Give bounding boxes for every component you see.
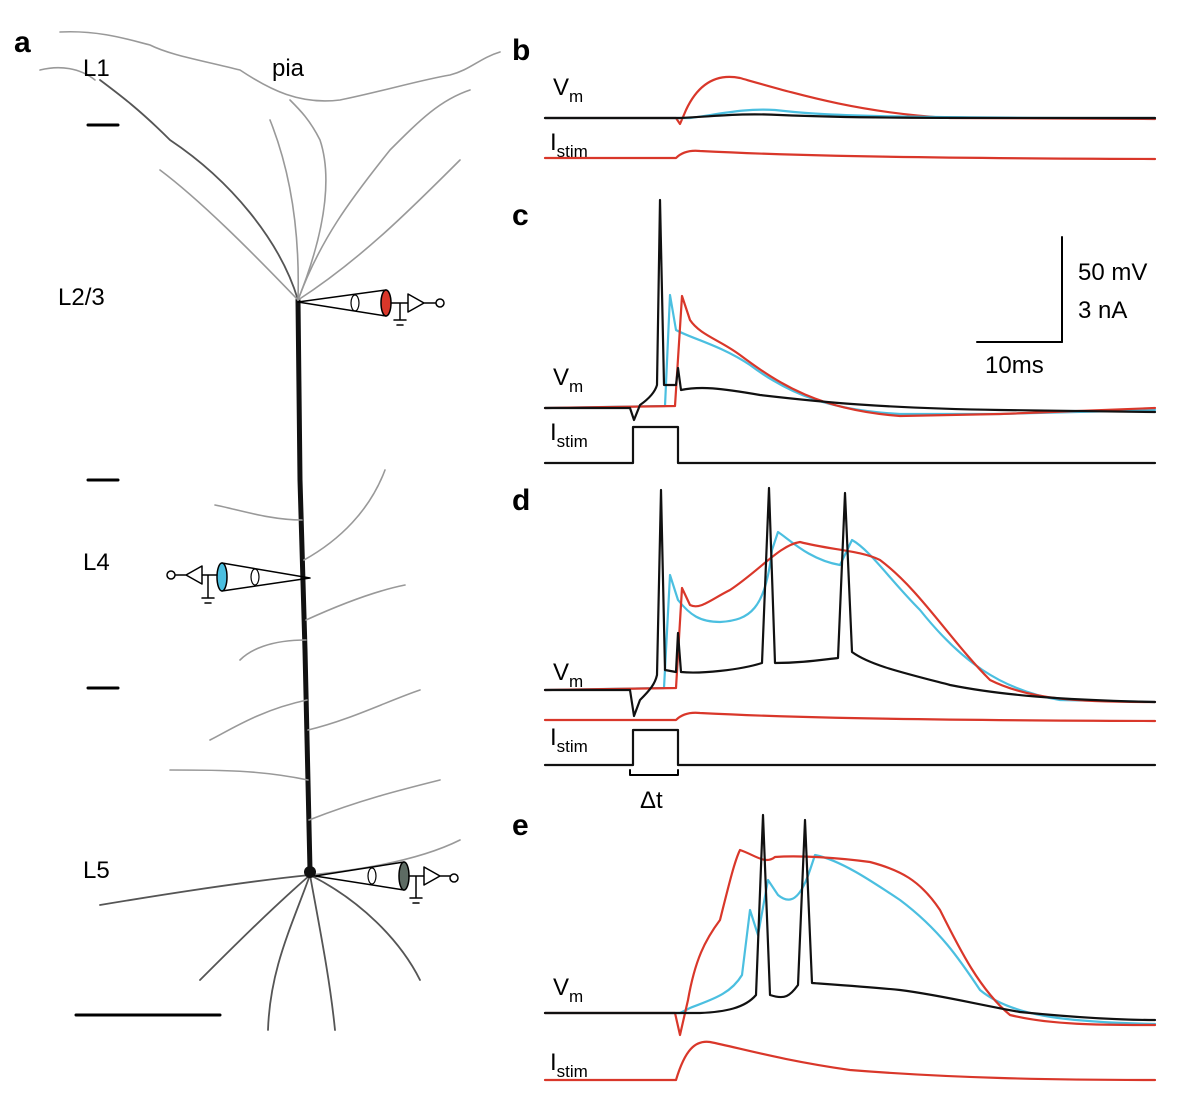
layer-label: L2/3: [58, 284, 105, 311]
label-part: stim: [557, 1062, 588, 1081]
pia-label: pia: [272, 55, 305, 82]
istim-label: Istim: [550, 129, 588, 161]
layer-label: L4: [83, 549, 110, 576]
label-part: I: [550, 129, 557, 156]
panel-label: e: [512, 809, 529, 842]
scale-label: 3 nA: [1078, 297, 1127, 324]
label-part: V: [553, 974, 569, 1001]
traces-c: [543, 198, 1157, 465]
neuron: [99, 79, 471, 1031]
pipette-red: [297, 289, 445, 326]
label-part: I: [550, 724, 557, 751]
panel-label: c: [512, 199, 529, 232]
vm-label: Vm: [553, 974, 583, 1006]
panel-label: d: [512, 484, 530, 517]
pia-line: [39, 66, 96, 81]
istim-label: Istim: [550, 1049, 588, 1081]
label-part: m: [569, 987, 583, 1006]
istim-label: Istim: [550, 724, 588, 756]
label-part: stim: [557, 142, 588, 161]
pia-line: [59, 30, 501, 102]
vm-label: Vm: [553, 659, 583, 691]
label-part: I: [550, 419, 557, 446]
layer-label: L1: [83, 55, 110, 82]
delta-t-label: Δt: [640, 787, 663, 814]
label-part: V: [553, 74, 569, 101]
panel-label: a: [14, 26, 31, 59]
label-part: V: [553, 364, 569, 391]
pipette-blue: [166, 562, 311, 604]
label-part: stim: [557, 432, 588, 451]
scale-label: 50 mV: [1078, 259, 1147, 286]
label-part: m: [569, 672, 583, 691]
traces-e: [543, 813, 1157, 1082]
label-part: I: [550, 1049, 557, 1076]
scale-label: 10ms: [985, 352, 1044, 379]
traces-b: [543, 75, 1157, 161]
layer-label: L5: [83, 857, 110, 884]
panel-label: b: [512, 34, 530, 67]
label-part: m: [569, 87, 583, 106]
label-part: stim: [557, 737, 588, 756]
pipette-gray: [314, 861, 459, 904]
label-part: m: [569, 377, 583, 396]
delta-t-bracket: [629, 769, 679, 776]
label-part: V: [553, 659, 569, 686]
vm-label: Vm: [553, 74, 583, 106]
vm-label: Vm: [553, 364, 583, 396]
istim-label: Istim: [550, 419, 588, 451]
traces-d: [543, 486, 1157, 767]
